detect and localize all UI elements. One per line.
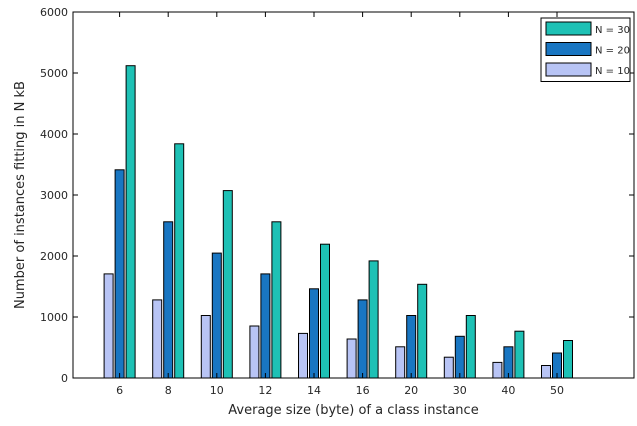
bar — [454, 335, 465, 379]
axis-ticks — [73, 11, 634, 379]
x-tick-label: 10 — [210, 384, 224, 397]
x-axis-label: Average size (byte) of a class instance — [228, 403, 478, 418]
bar — [114, 169, 125, 379]
bar — [211, 252, 222, 379]
bar — [357, 299, 368, 379]
bar — [125, 65, 136, 379]
x-tick-label: 16 — [356, 384, 370, 397]
bar — [152, 299, 163, 379]
x-tick-label: 14 — [307, 384, 321, 397]
bar — [163, 221, 174, 379]
legend-swatch — [545, 42, 592, 56]
bar — [346, 338, 357, 379]
bar — [260, 273, 271, 379]
bar — [443, 356, 454, 379]
y-tick-label: 6000 — [40, 6, 68, 19]
bar — [271, 221, 282, 379]
legend-swatch — [545, 21, 592, 36]
bar — [417, 283, 428, 379]
x-tick-label: 12 — [258, 384, 272, 397]
x-tick-label: 50 — [550, 384, 564, 397]
legend-swatch — [545, 62, 592, 77]
x-tick-label: 40 — [501, 384, 515, 397]
bar — [222, 190, 233, 379]
bar — [563, 340, 573, 379]
bar — [309, 288, 319, 379]
bar — [514, 330, 525, 379]
x-tick-label: 6 — [116, 384, 123, 397]
bar — [298, 332, 308, 379]
y-axis-tick-labels: 0 1000 2000 3000 4000 5000 6000 — [40, 6, 68, 385]
bar — [541, 365, 551, 379]
y-tick-label: 0 — [61, 372, 68, 385]
bar — [103, 273, 114, 379]
bar — [406, 315, 417, 379]
legend-label: N = 30 — [595, 25, 630, 36]
y-tick-label: 1000 — [40, 311, 68, 324]
x-tick-label: 30 — [453, 384, 467, 397]
legend-label: N = 10 — [595, 66, 630, 77]
y-tick-label: 3000 — [40, 189, 68, 202]
legend-label: N = 20 — [595, 46, 630, 57]
y-tick-label: 4000 — [40, 128, 68, 141]
bar — [492, 361, 503, 379]
x-tick-label: 8 — [165, 384, 172, 397]
bar — [249, 325, 260, 379]
bar — [465, 315, 476, 379]
bar — [368, 260, 379, 379]
x-tick-label: 20 — [404, 384, 418, 397]
x-axis-tick-labels: 6 8 10 12 14 16 20 30 40 50 — [116, 384, 564, 397]
bar — [320, 243, 330, 379]
y-axis-label: Number of instances fitting in N kB — [13, 81, 28, 309]
bar-group — [103, 65, 573, 379]
y-tick-label: 2000 — [40, 250, 68, 263]
legend: N = 30 N = 20 N = 10 — [540, 17, 631, 82]
y-tick-label: 5000 — [40, 67, 68, 80]
bar — [200, 315, 211, 379]
bar — [174, 143, 185, 379]
bar — [395, 346, 406, 379]
